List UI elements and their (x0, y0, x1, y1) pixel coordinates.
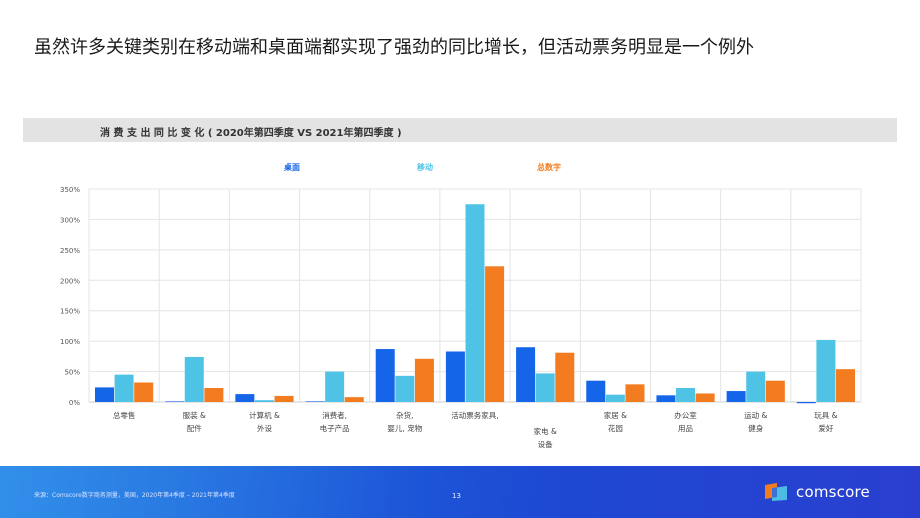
y-tick-label: 200% (60, 277, 80, 285)
bar (254, 400, 274, 402)
source-note: 来源：Comscore数字商务测量，美国，2020年第4季度 – 2021年第4… (34, 492, 235, 499)
bar (676, 388, 696, 402)
category-label: 玩具 & (814, 411, 837, 420)
bar (836, 369, 856, 402)
y-tick-label: 0% (69, 399, 80, 407)
category-label: 设备 (538, 439, 553, 449)
bar (94, 387, 114, 402)
page-number: 13 (452, 492, 461, 500)
page-headline: 虽然许多关键类别在移动端和桌面端都实现了强劲的同比增长，但活动票务明显是一个例外 (34, 37, 754, 58)
category-label: 计算机 & (249, 410, 280, 420)
bar (555, 352, 575, 402)
category-label: 电子产品 (320, 423, 350, 433)
category-label: 花园 (608, 423, 623, 433)
bar (656, 395, 676, 402)
y-tick-label: 250% (60, 247, 80, 255)
bar (134, 382, 154, 402)
bar (325, 371, 345, 402)
category-label: 消费者, (322, 410, 347, 420)
legend-桌面: 桌面 (283, 162, 300, 172)
category-label: 家电 & (534, 426, 557, 436)
bar (395, 375, 415, 402)
comscore-logo-icon (765, 483, 787, 501)
bar (765, 380, 785, 402)
category-label: 杂货, (396, 410, 413, 420)
category-label: 配件 (187, 423, 202, 433)
bar (235, 394, 255, 402)
bar (586, 380, 606, 402)
bar (746, 371, 766, 402)
y-tick-label: 50% (64, 369, 80, 377)
category-label: 婴儿, 宠物 (387, 423, 422, 433)
legend-总数字: 总数字 (537, 162, 561, 172)
bar (816, 339, 836, 402)
brand-name: comscore (796, 483, 870, 501)
bar (184, 356, 204, 402)
y-tick-label: 300% (60, 216, 80, 224)
category-label: 办公室 (674, 410, 697, 420)
bar (605, 394, 625, 402)
bar (204, 388, 224, 402)
bar (114, 374, 134, 402)
bar (516, 347, 536, 402)
bar (445, 351, 465, 402)
bar (274, 395, 294, 402)
footer-accent (0, 466, 560, 518)
y-tick-label: 350% (60, 186, 80, 194)
bar (726, 391, 746, 402)
category-label: 服装 & (183, 410, 206, 420)
bar (305, 401, 325, 402)
bar (375, 349, 395, 402)
bar (535, 373, 555, 402)
category-label: 家居 & (604, 410, 627, 420)
category-label: 总零售 (113, 410, 136, 420)
category-label: 外设 (257, 423, 272, 433)
y-tick-label: 150% (60, 308, 80, 316)
bar (796, 402, 816, 404)
bar (625, 384, 645, 402)
bar (344, 397, 364, 402)
category-label: 爱好 (818, 423, 833, 433)
category-label: 活动票务家具, (451, 410, 498, 420)
chart-title: 消 费 支 出 同 比 变 化 ( 2020年第四季度 VS 2021年第四季度… (100, 128, 402, 139)
bar (695, 393, 715, 402)
bar (414, 358, 434, 402)
bar (485, 266, 505, 402)
y-tick-label: 100% (60, 338, 80, 346)
category-label: 用品 (678, 424, 693, 433)
bar (165, 401, 185, 402)
category-label: 健身 (748, 423, 763, 433)
legend-移动: 移动 (417, 162, 433, 172)
bar (465, 204, 485, 402)
category-label: 运动 & (744, 410, 767, 420)
chart-title-band (23, 118, 897, 142)
